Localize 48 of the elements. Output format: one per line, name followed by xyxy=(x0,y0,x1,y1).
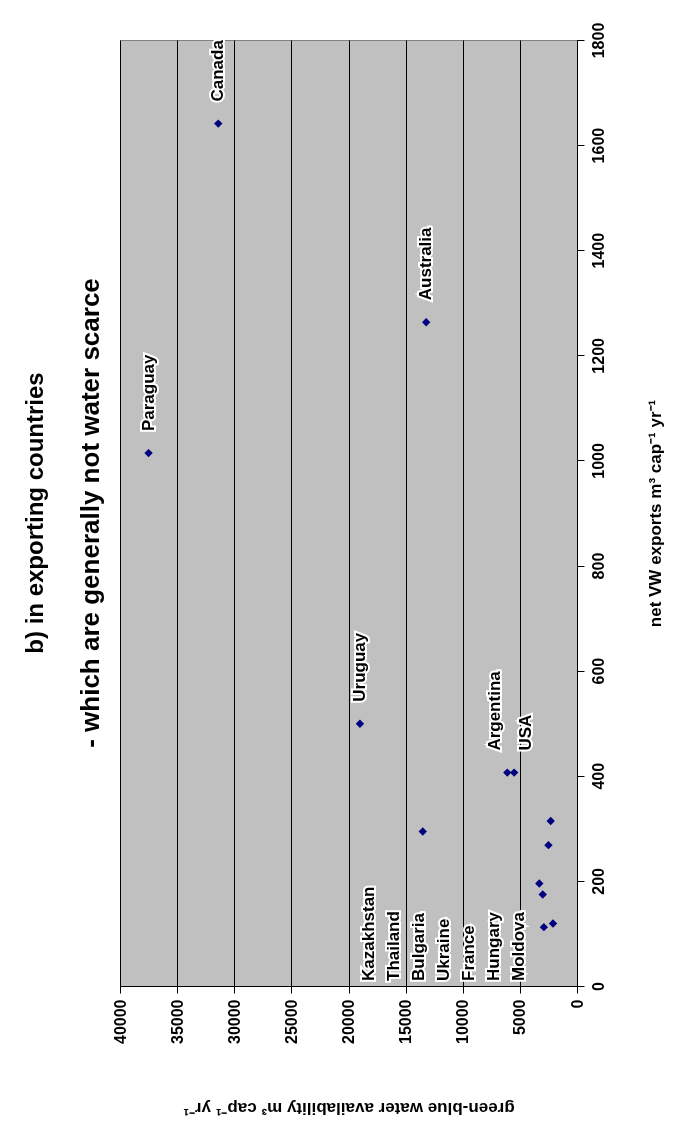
point xyxy=(509,768,519,777)
point xyxy=(144,448,153,458)
point xyxy=(535,879,544,888)
y-tick-label: 400 xyxy=(589,762,607,790)
text: b) in exporting countries xyxy=(21,372,48,654)
annotation: Argentina xyxy=(485,670,505,751)
annotation: Thailand xyxy=(384,911,403,981)
y-tick-label: 1600 xyxy=(589,127,607,164)
x-tick-label: 35000 xyxy=(168,999,186,1044)
point xyxy=(546,816,555,826)
x-axis-title: green-blue water availability m³ cap⁻¹ yr⁻¹ xyxy=(183,1098,515,1118)
point xyxy=(214,119,223,128)
annotation: USA xyxy=(516,714,536,751)
y-tick-label: 1800 xyxy=(589,22,607,59)
x-tick-label: 0 xyxy=(568,999,586,1009)
y-tick-label: 0 xyxy=(589,981,607,991)
annotation: Canada xyxy=(208,39,228,102)
point xyxy=(539,922,549,932)
annotation: Australia xyxy=(416,226,436,301)
point xyxy=(548,919,558,928)
x-tick-label: 10000 xyxy=(454,999,472,1044)
point xyxy=(422,318,431,327)
annotation: Hungary xyxy=(484,911,503,981)
point xyxy=(418,827,427,836)
annotation: Ukraine xyxy=(434,918,453,981)
annotation: Paraguay xyxy=(138,354,158,432)
y-tick-label: 1400 xyxy=(589,232,607,269)
annotation: France xyxy=(459,925,478,981)
y-tick-label: 600 xyxy=(589,657,607,685)
annotation: Bulgaria xyxy=(409,912,428,981)
point xyxy=(503,768,512,777)
y-tick-label: 1000 xyxy=(589,443,607,479)
x-tick-label: 40000 xyxy=(111,999,129,1044)
y-tick-label: 1200 xyxy=(589,337,607,374)
y-tick-label: 200 xyxy=(589,867,607,895)
text: - which are generally not water scarce xyxy=(75,278,105,748)
x-tick-label: 25000 xyxy=(282,999,300,1044)
x-tick-label: 30000 xyxy=(225,999,243,1044)
annotation: Uruguay xyxy=(349,632,369,702)
point xyxy=(355,719,365,728)
x-tick-label: 20000 xyxy=(340,999,357,1044)
y-tick-label: 800 xyxy=(589,552,607,580)
annotation: Kazakhstan xyxy=(359,886,378,981)
x-tick-label: 5000 xyxy=(511,999,529,1036)
x-tick-label: 15000 xyxy=(397,999,415,1044)
y-axis-title: net VW exports m³ cap⁻¹ yr⁻¹ xyxy=(645,399,665,628)
point xyxy=(538,890,547,899)
point xyxy=(544,840,553,850)
